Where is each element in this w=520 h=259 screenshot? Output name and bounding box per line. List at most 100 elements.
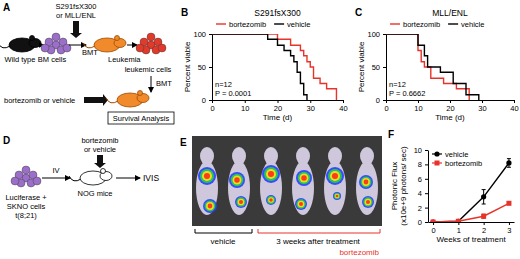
tick-mark (425, 150, 428, 151)
label: t(8;21) (15, 211, 37, 220)
panel-letter: C (355, 7, 362, 18)
mouse-body (292, 161, 314, 215)
tick: 50 (198, 63, 212, 72)
legend-label: bortezomib (229, 20, 266, 29)
mouse-head (296, 147, 310, 165)
legend-swatch (216, 23, 226, 24)
tick-mark (450, 100, 451, 103)
signal (333, 192, 341, 200)
label: SKNO cells (7, 202, 46, 211)
signal (326, 167, 344, 185)
y-axis-title: (x10e+9 photons/ sec) (399, 146, 408, 226)
cell (22, 166, 30, 174)
series-line (433, 203, 509, 222)
panel-e: Evehicle3 weeks after treatmentbortezomi… (180, 136, 382, 257)
tick: 0 (384, 100, 388, 113)
cell (52, 33, 60, 41)
panel-letter: F (388, 129, 394, 140)
label: Wild type (5, 55, 36, 64)
tick: 3 (507, 222, 511, 235)
error-bar (507, 159, 511, 168)
tick: 10 (414, 100, 422, 113)
mouse (106, 91, 149, 108)
mouse-image (292, 147, 314, 215)
marker (506, 201, 511, 206)
mouse-image (228, 147, 250, 215)
marks (386, 34, 479, 100)
tick-label: 2 (418, 204, 422, 213)
tick-label: 30 (307, 104, 315, 113)
signal (296, 170, 312, 186)
axis-x: 010203040 (210, 100, 347, 113)
mouse-ear (115, 36, 120, 41)
cell (41, 44, 49, 52)
signal (268, 197, 274, 203)
signal (332, 173, 338, 179)
legend-swatch (448, 23, 458, 24)
signal (301, 175, 306, 180)
block-arrow (94, 155, 106, 168)
tick-label: 10 (414, 146, 422, 155)
mouse-head (200, 147, 214, 165)
cells (136, 33, 166, 54)
chart-b: 010203040050100bortezomibvehiclen=12P = … (181, 7, 348, 122)
signal (269, 198, 272, 201)
legend-label: vehicle (445, 150, 468, 159)
signal (205, 201, 216, 212)
chart-f: 01230246810vehiclebortezomibWeeks of tre… (388, 129, 515, 244)
tick-mark (209, 67, 212, 68)
legend-label: vehicle (287, 20, 310, 29)
legend-item: vehicle (274, 20, 310, 29)
panel-letter: B (181, 7, 188, 18)
marks (430, 159, 511, 222)
label: bortezomib (339, 248, 379, 257)
signal (234, 177, 239, 182)
legend-label: vehicle (461, 20, 484, 29)
signal (267, 196, 275, 204)
tick: 0 (210, 100, 214, 113)
mouse-image (260, 147, 282, 215)
signal (335, 194, 339, 198)
tick: 0 (202, 96, 212, 105)
tick: 0 (376, 96, 386, 105)
tick-label: 8 (418, 160, 422, 169)
signal (264, 167, 278, 181)
mouse-head (360, 147, 374, 165)
figure: AS291fsX300or MLL/ENLWild typeBM cellsBM… (0, 0, 520, 259)
axis-line (428, 151, 429, 223)
tick-mark (458, 222, 459, 225)
tick: 20 (274, 100, 282, 113)
mouse (0, 36, 41, 53)
y-axis-title: Photonic Flux (390, 162, 399, 210)
label: leukemic cells (125, 65, 172, 74)
legend-item: bortezomib (432, 159, 482, 168)
signal (365, 199, 372, 206)
tick-mark (425, 179, 428, 180)
tick: 8 (418, 160, 428, 169)
tick-label: 40 (510, 104, 518, 113)
tick-mark (433, 222, 434, 225)
block-arrow (70, 21, 82, 38)
label: BM cells (38, 55, 67, 64)
signal (362, 196, 374, 208)
signal (233, 176, 242, 185)
legend-marker (435, 161, 440, 166)
signal (359, 175, 373, 189)
mouse-image (356, 147, 378, 215)
label: 3 weeks after treatment (276, 237, 360, 246)
block-arrow (84, 94, 108, 106)
title: MLL/ENL (432, 8, 468, 18)
series-line (386, 34, 479, 100)
tick-label: 50 (372, 63, 380, 72)
signal (296, 199, 305, 208)
tick-label: 20 (274, 104, 282, 113)
signal (300, 174, 309, 183)
tick-mark (209, 100, 212, 101)
tick: 0 (431, 222, 435, 235)
signal (236, 197, 245, 206)
cell (158, 44, 166, 52)
tick-label: 0 (384, 104, 388, 113)
signal (231, 174, 243, 186)
mouse-body (260, 161, 282, 215)
cells (11, 166, 41, 187)
